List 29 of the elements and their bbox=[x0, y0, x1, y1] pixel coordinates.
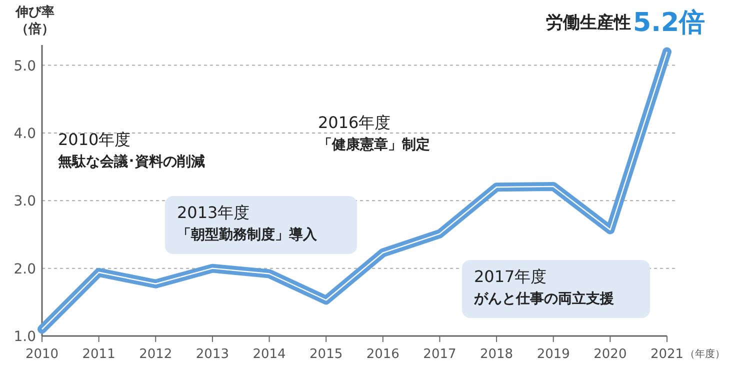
y-tick-label: 1.0 bbox=[14, 329, 36, 345]
annotation: 「健康憲章」制定 bbox=[318, 136, 430, 153]
annotation: 「朝型勤務制度」導入 bbox=[177, 226, 318, 243]
annotation: がんと仕事の両立支援 bbox=[473, 290, 614, 307]
annotation: 無駄な会議･資料の削減 bbox=[57, 153, 205, 170]
annotation: 労働生産性 bbox=[546, 12, 631, 33]
y-tick-label: 2.0 bbox=[14, 261, 36, 278]
x-tick-label: 2012 bbox=[139, 347, 172, 362]
annotation: 2010年度 bbox=[58, 130, 131, 149]
annotation: 2017年度 bbox=[474, 267, 547, 286]
x-tick-label: 2015 bbox=[310, 347, 343, 362]
x-tick-label: 2019 bbox=[536, 347, 570, 362]
annotation: 5.2倍 bbox=[633, 8, 706, 38]
x-tick-label: 2018 bbox=[480, 347, 514, 362]
y-tick-label: 4.0 bbox=[14, 126, 36, 142]
x-tick-label: 2021 bbox=[650, 347, 684, 362]
x-axis-title: （年度） bbox=[685, 348, 725, 360]
x-tick-label: 2011 bbox=[82, 347, 116, 362]
annotation: 2013年度 bbox=[177, 203, 250, 222]
y-axis-title: 伸び率（倍） bbox=[14, 4, 56, 38]
annotation: 2016年度 bbox=[318, 113, 391, 132]
x-tick-label: 2013 bbox=[196, 347, 229, 362]
x-tick-label: 2020 bbox=[594, 347, 627, 362]
x-tick-label: 2014 bbox=[252, 347, 286, 362]
y-tick-label: 3.0 bbox=[14, 194, 36, 210]
x-tick-label: 2016 bbox=[366, 347, 400, 362]
x-tick-label: 2017 bbox=[423, 347, 456, 362]
x-tick-label: 2010 bbox=[25, 347, 59, 362]
y-tick-label: 5.0 bbox=[14, 58, 36, 74]
